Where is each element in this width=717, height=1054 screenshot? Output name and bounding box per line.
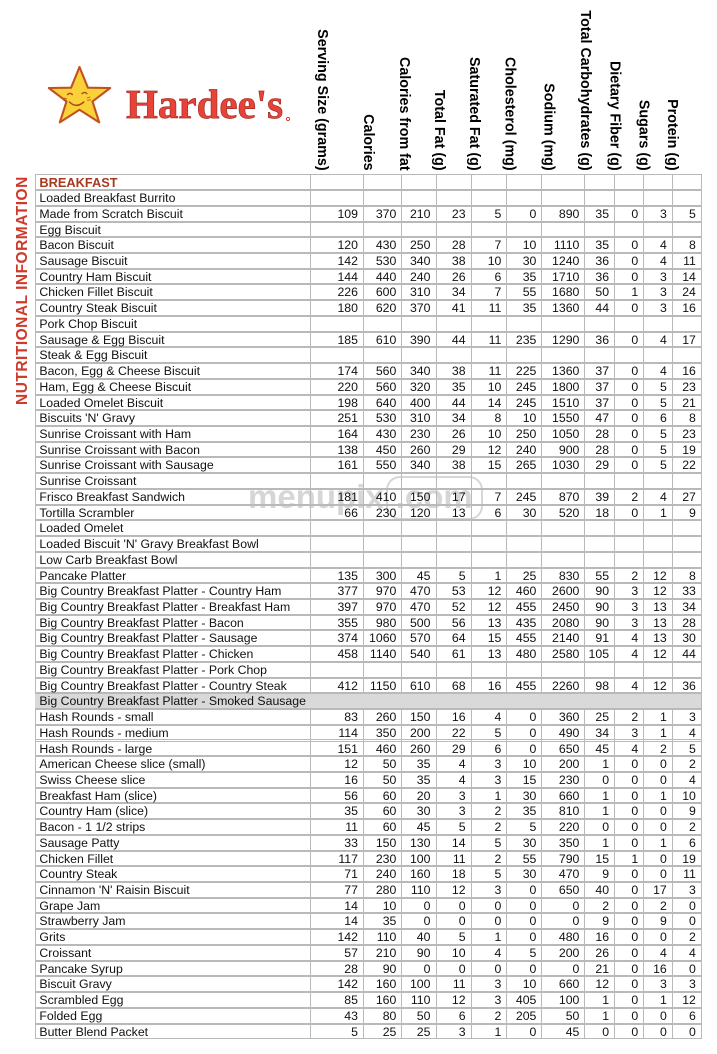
svg-text:Hardee's: Hardee's — [126, 81, 283, 127]
